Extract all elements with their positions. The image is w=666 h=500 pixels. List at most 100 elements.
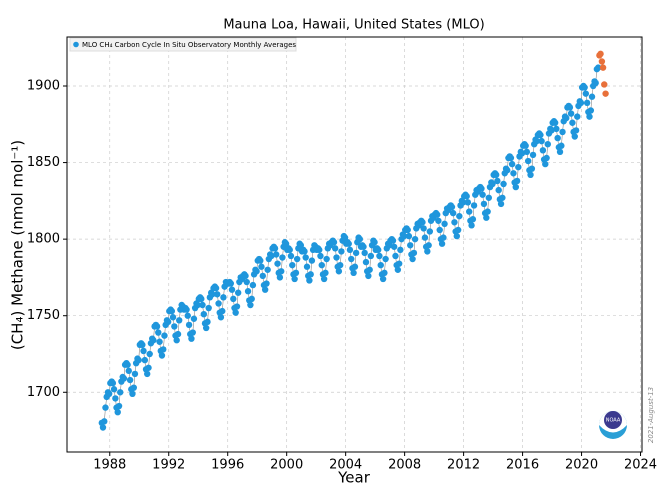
- data-point: [425, 242, 432, 249]
- data-point: [125, 367, 132, 375]
- data-point: [286, 246, 293, 254]
- data-point: [202, 324, 210, 332]
- data-point: [397, 246, 404, 254]
- data-point: [495, 186, 502, 194]
- data-point: [539, 147, 547, 154]
- data-point: [409, 255, 416, 263]
- y-tick-label: 1750: [27, 308, 60, 323]
- data-point: [598, 58, 606, 65]
- data-point: [466, 208, 473, 215]
- data-point: [248, 295, 255, 303]
- data-point: [544, 140, 551, 148]
- data-point: [489, 180, 496, 188]
- data-point: [350, 269, 357, 277]
- legend-label: MLO CH₄ Carbon Cycle In Situ Observatory…: [82, 41, 296, 49]
- data-point: [464, 199, 472, 206]
- x-tick-label: 1988: [93, 458, 126, 473]
- data-point: [419, 219, 426, 226]
- data-point: [410, 249, 418, 257]
- data-point: [215, 300, 222, 307]
- data-point: [346, 246, 354, 254]
- data-point: [335, 268, 343, 275]
- data-point: [597, 50, 604, 58]
- data-point: [558, 142, 565, 149]
- data-point: [101, 418, 108, 425]
- data-point: [449, 209, 457, 217]
- data-point: [144, 370, 151, 378]
- data-point: [497, 200, 505, 208]
- data-point: [366, 266, 373, 273]
- data-point: [434, 211, 441, 218]
- data-point: [194, 301, 201, 309]
- x-tick-label: 2008: [388, 458, 421, 473]
- data-point: [184, 312, 191, 319]
- data-point: [588, 93, 596, 100]
- data-point: [407, 242, 414, 249]
- data-point: [303, 263, 311, 270]
- data-point: [102, 404, 109, 411]
- data-point: [543, 154, 550, 162]
- data-point: [169, 314, 177, 321]
- data-point: [420, 225, 427, 232]
- data-point: [478, 185, 485, 192]
- data-point: [174, 330, 182, 338]
- data-point: [394, 266, 402, 273]
- y-tick-label: 1900: [27, 79, 60, 94]
- data-point: [234, 289, 242, 296]
- data-point: [189, 329, 196, 336]
- data-point: [595, 64, 602, 71]
- data-point: [289, 261, 296, 269]
- data-point: [274, 260, 281, 267]
- data-point: [185, 321, 193, 329]
- data-point: [271, 245, 279, 252]
- x-tick-label: 2024: [624, 458, 657, 473]
- x-tick-label: 2004: [329, 458, 362, 473]
- x-axis-label: Year: [337, 469, 371, 487]
- data-point: [345, 240, 352, 247]
- data-point: [436, 226, 443, 234]
- chart-title: Mauna Loa, Hawaii, United States (MLO): [223, 18, 484, 33]
- y-axis-label: (CH₄) Methane (nmol mol⁻¹): [9, 140, 27, 350]
- data-point: [583, 99, 591, 107]
- data-point: [376, 252, 383, 260]
- data-point: [548, 127, 555, 134]
- data-point: [204, 318, 211, 326]
- data-point: [587, 107, 595, 114]
- data-point: [438, 240, 446, 247]
- data-point: [395, 260, 403, 267]
- data-point: [129, 390, 136, 398]
- data-point: [209, 291, 216, 298]
- data-point: [317, 252, 324, 260]
- data-point: [371, 239, 378, 246]
- data-point: [171, 323, 178, 330]
- data-point: [307, 271, 314, 278]
- data-point: [499, 194, 506, 201]
- data-point: [551, 119, 559, 126]
- x-tick-label: 2000: [270, 458, 303, 473]
- data-point: [198, 295, 205, 303]
- data-point: [507, 154, 515, 162]
- data-point: [287, 252, 295, 260]
- data-point: [161, 332, 168, 339]
- data-point: [453, 232, 461, 240]
- data-point: [114, 408, 121, 416]
- data-point: [510, 170, 517, 177]
- data-point: [257, 257, 264, 264]
- data-point: [574, 113, 581, 120]
- data-point: [183, 306, 190, 313]
- x-tick-label: 2020: [565, 458, 598, 473]
- data-point: [515, 163, 522, 171]
- data-point: [592, 79, 599, 87]
- data-point: [513, 177, 521, 185]
- svg-text:NOAA: NOAA: [606, 418, 621, 424]
- data-point: [522, 142, 529, 149]
- data-point: [336, 261, 344, 269]
- x-tick-label: 2012: [447, 458, 480, 473]
- data-point: [190, 315, 198, 322]
- data-point: [306, 277, 313, 284]
- data-point: [553, 125, 560, 133]
- data-point: [243, 278, 250, 286]
- data-point: [405, 232, 413, 240]
- data-point: [523, 148, 531, 156]
- data-point: [390, 243, 398, 250]
